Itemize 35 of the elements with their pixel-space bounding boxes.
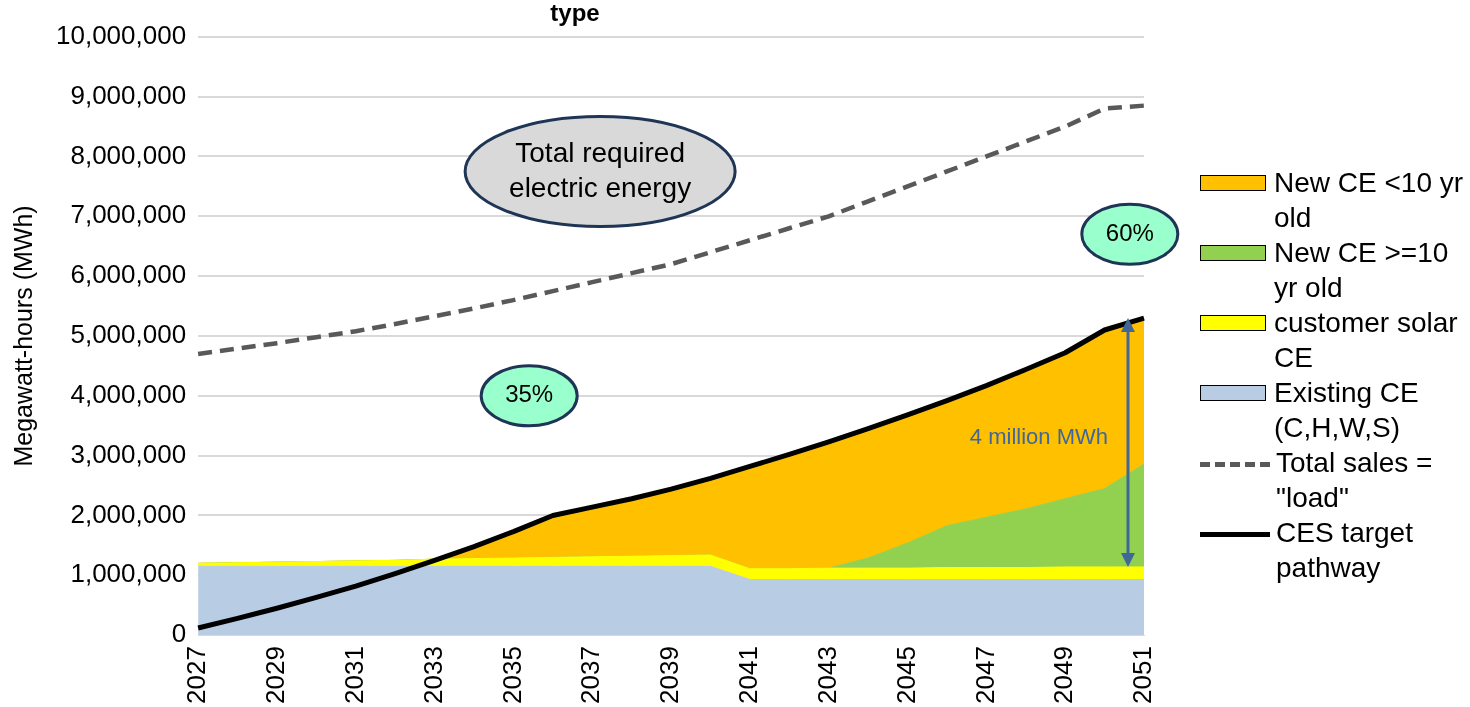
chart-title: type [550, 0, 600, 27]
y-tick-label: 4,000,000 [70, 378, 187, 409]
x-tick-label: 2033 [417, 646, 448, 704]
y-tick-label: 8,000,000 [70, 139, 187, 170]
annotation: 35% [505, 380, 554, 408]
x-tick-label: 2043 [811, 646, 842, 704]
y-axis-title: Megawatt-hours (MWh) [8, 205, 37, 467]
legend-label: New CE <10 yr old [1274, 166, 1465, 235]
x-tick-label: 2031 [338, 646, 369, 704]
x-tick-label: 2045 [890, 646, 921, 704]
x-tick-label: 2037 [575, 646, 606, 704]
y-tick-label: 2,000,000 [70, 498, 187, 529]
y-tick-label: 9,000,000 [70, 79, 187, 110]
legend-label: customer solar CE [1274, 306, 1459, 375]
y-tick-label: 10,000,000 [55, 19, 187, 50]
legend-label: Existing CE (C,H,W,S) [1274, 376, 1420, 445]
x-tick-label: 2029 [260, 646, 291, 704]
x-tick-label: 2039 [654, 646, 685, 704]
annotation: 4 million MWh [969, 423, 1108, 449]
annotation: Total required electric energy [509, 136, 692, 203]
annotation: 60% [1105, 218, 1154, 246]
x-tick-label: 2051 [1127, 646, 1158, 704]
y-tick-label: 1,000,000 [70, 558, 187, 589]
legend-label: Total sales = "load" [1276, 446, 1434, 515]
y-tick-label: 5,000,000 [70, 319, 187, 350]
legend-label: CES target pathway [1276, 516, 1414, 585]
x-tick-label: 2047 [969, 646, 1000, 704]
y-tick-label: 3,000,000 [70, 438, 187, 469]
y-tick-label: 6,000,000 [70, 259, 187, 290]
x-tick-label: 2049 [1048, 646, 1079, 704]
x-tick-label: 2027 [181, 646, 212, 704]
y-tick-label: 7,000,000 [70, 199, 187, 230]
y-tick-label: 0 [171, 618, 187, 649]
x-tick-label: 2041 [733, 646, 764, 704]
x-tick-label: 2035 [496, 646, 527, 704]
